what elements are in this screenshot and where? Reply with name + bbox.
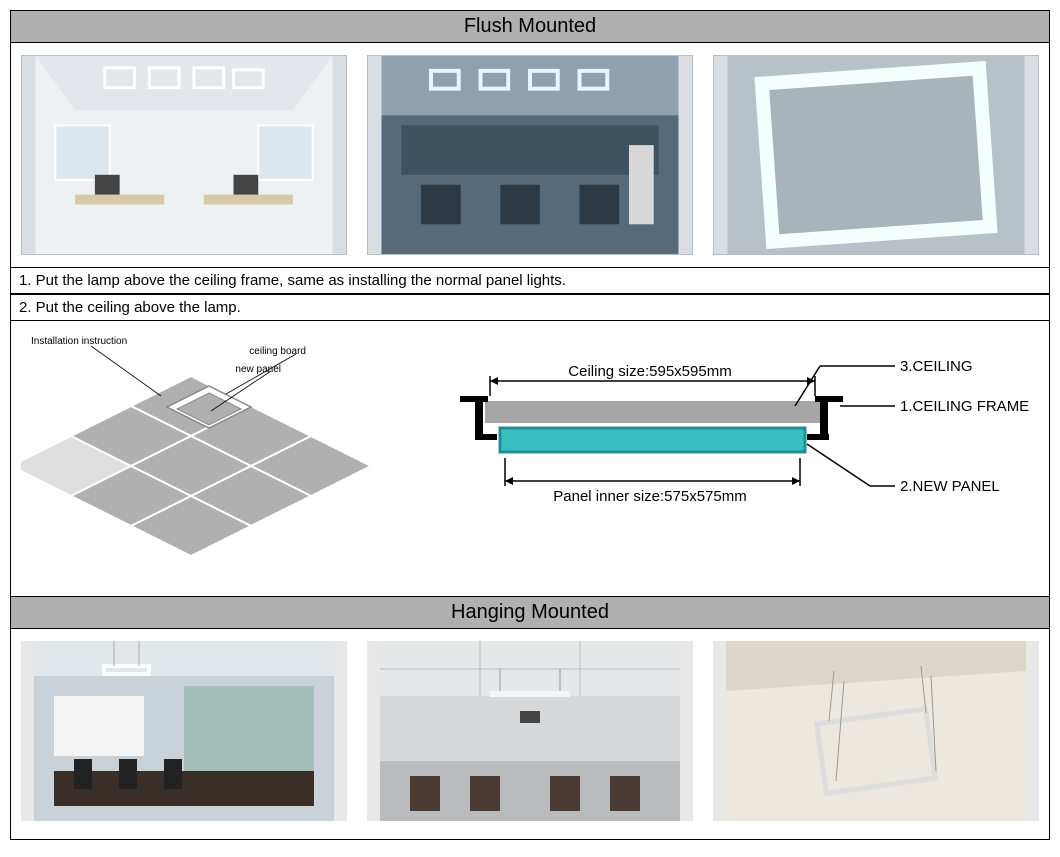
flush-photo-1 <box>21 55 347 255</box>
isometric-diagram: Installation instruction ceiling board n… <box>21 336 401 556</box>
panel-size-label: Panel inner size:575x575mm <box>553 488 746 505</box>
step-2: 2. Put the ceiling above the lamp. <box>11 294 1049 321</box>
label-ceiling: 3.CEILING <box>900 358 973 375</box>
label-panel: 2.NEW PANEL <box>900 478 1000 495</box>
hanging-svg-1 <box>21 641 347 821</box>
step-1: 1. Put the lamp above the ceiling frame,… <box>11 267 1049 294</box>
office-render-1 <box>22 56 346 254</box>
office-photo-2 <box>368 56 692 254</box>
cross-section-diagram: Ceiling size:595x595mm Panel inner size:… <box>411 346 1039 546</box>
hanging-photo-row <box>11 629 1049 839</box>
iso-title: Installation instruction <box>31 336 127 347</box>
flush-photo-2 <box>367 55 693 255</box>
flush-header: Flush Mounted <box>11 11 1049 43</box>
hanging-title: Hanging Mounted <box>451 601 609 623</box>
hanging-svg-2 <box>367 641 693 821</box>
ceiling-size-label: Ceiling size:595x595mm <box>568 363 731 380</box>
flush-photo-3 <box>713 55 1039 255</box>
document: Flush Mounted <box>10 10 1050 840</box>
iso-svg <box>21 336 401 556</box>
flush-title: Flush Mounted <box>464 15 596 37</box>
panel-closeup <box>714 56 1038 254</box>
label-frame: 1.CEILING FRAME <box>900 398 1029 415</box>
flush-photo-row <box>11 43 1049 267</box>
hanging-photo-2 <box>367 641 693 821</box>
hanging-svg-3 <box>713 641 1039 821</box>
step-1-text: 1. Put the lamp above the ceiling frame,… <box>19 272 566 289</box>
hanging-photo-3 <box>713 641 1039 821</box>
hanging-photo-1 <box>21 641 347 821</box>
hanging-header: Hanging Mounted <box>11 597 1049 629</box>
diagram-row: Installation instruction ceiling board n… <box>11 321 1049 597</box>
iso-label-board: ceiling board <box>249 346 306 357</box>
cross-svg: Ceiling size:595x595mm Panel inner size:… <box>411 346 1039 546</box>
iso-label-panel: new panel <box>235 364 281 375</box>
step-2-text: 2. Put the ceiling above the lamp. <box>19 299 241 316</box>
